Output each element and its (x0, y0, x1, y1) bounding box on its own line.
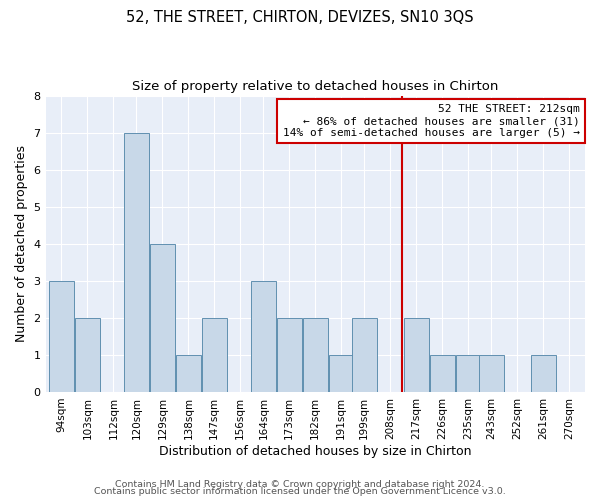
Bar (277, 318, 302, 392)
Bar (404, 318, 429, 392)
Bar (150, 244, 175, 392)
Bar (251, 281, 276, 392)
Bar (202, 318, 227, 392)
Bar (352, 318, 377, 392)
Title: Size of property relative to detached houses in Chirton: Size of property relative to detached ho… (132, 80, 499, 93)
Text: 52, THE STREET, CHIRTON, DEVIZES, SN10 3QS: 52, THE STREET, CHIRTON, DEVIZES, SN10 3… (126, 10, 474, 25)
Text: Contains HM Land Registry data © Crown copyright and database right 2024.: Contains HM Land Registry data © Crown c… (115, 480, 485, 489)
Bar (479, 355, 504, 392)
Bar (530, 355, 556, 392)
Bar (302, 318, 328, 392)
Bar (430, 355, 455, 392)
Text: Contains public sector information licensed under the Open Government Licence v3: Contains public sector information licen… (94, 488, 506, 496)
Bar (49, 281, 74, 392)
Bar (124, 132, 149, 392)
X-axis label: Distribution of detached houses by size in Chirton: Distribution of detached houses by size … (159, 444, 472, 458)
Bar (75, 318, 100, 392)
Bar (176, 355, 201, 392)
Bar (455, 355, 481, 392)
Y-axis label: Number of detached properties: Number of detached properties (15, 146, 28, 342)
Text: 52 THE STREET: 212sqm
← 86% of detached houses are smaller (31)
14% of semi-deta: 52 THE STREET: 212sqm ← 86% of detached … (283, 104, 580, 138)
Bar (329, 355, 354, 392)
